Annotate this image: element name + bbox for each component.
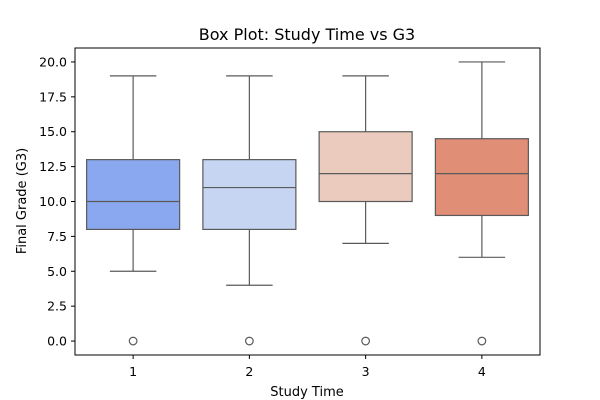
chart-title: Box Plot: Study Time vs G3 bbox=[199, 25, 415, 44]
x-tick-label: 3 bbox=[362, 364, 370, 379]
x-tick-label: 4 bbox=[478, 364, 486, 379]
y-tick-label: 10.0 bbox=[39, 194, 67, 209]
x-tick-label: 2 bbox=[245, 364, 253, 379]
y-tick-label: 2.5 bbox=[47, 299, 67, 314]
iqr-box bbox=[202, 159, 297, 231]
box-group-4 bbox=[434, 61, 529, 346]
y-tick-label: 0.0 bbox=[47, 334, 67, 349]
outlier-point bbox=[477, 336, 487, 346]
iqr-box bbox=[434, 138, 529, 217]
y-tick-label: 5.0 bbox=[47, 264, 67, 279]
y-tick-label: 17.5 bbox=[39, 89, 67, 104]
y-tick-label: 15.0 bbox=[39, 124, 67, 139]
outlier-point bbox=[244, 336, 254, 346]
y-tick-label: 12.5 bbox=[39, 159, 67, 174]
x-axis: 1 2 3 4 bbox=[129, 355, 486, 379]
y-axis-label: Final Grade (G3) bbox=[15, 148, 30, 254]
outlier-point bbox=[361, 336, 371, 346]
box-group-2 bbox=[202, 75, 297, 346]
y-tick-label: 20.0 bbox=[39, 54, 67, 69]
box-group-1 bbox=[86, 75, 181, 346]
box-group-3 bbox=[318, 75, 413, 346]
y-tick-label: 7.5 bbox=[47, 229, 67, 244]
iqr-box bbox=[86, 159, 181, 231]
x-tick-label: 1 bbox=[129, 364, 137, 379]
iqr-box bbox=[318, 131, 413, 203]
y-axis: 0.0 2.5 5.0 7.5 10.0 12.5 15.0 17.5 20.0 bbox=[39, 54, 75, 349]
x-axis-label: Study Time bbox=[270, 385, 343, 400]
plot-frame bbox=[74, 47, 541, 356]
boxes-layer bbox=[86, 61, 529, 346]
outlier-point bbox=[128, 336, 138, 346]
